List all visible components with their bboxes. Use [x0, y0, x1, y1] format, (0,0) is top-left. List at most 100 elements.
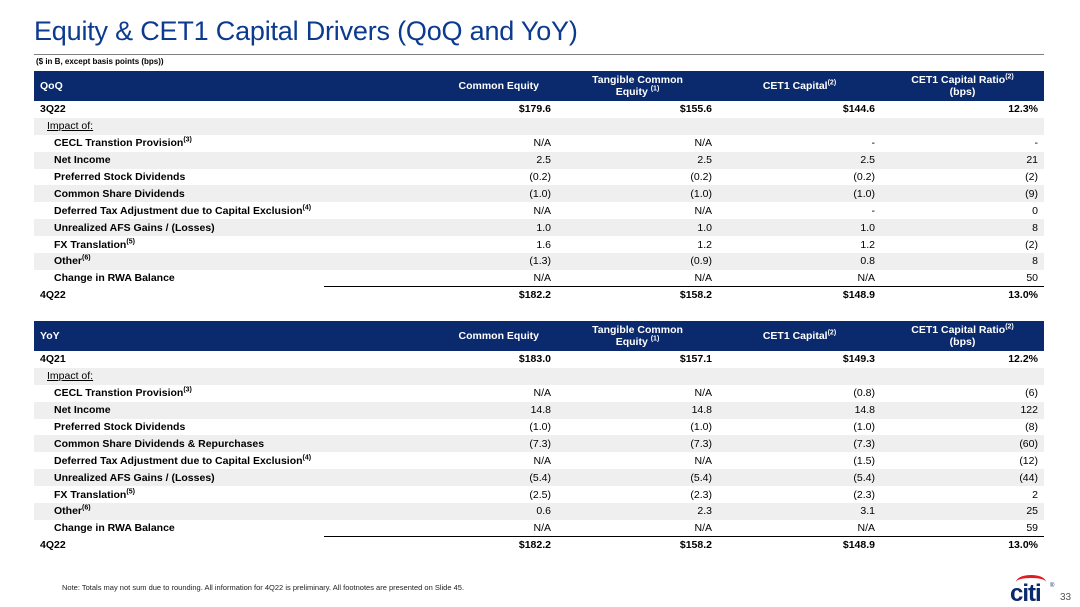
row-label: FX Translation(5)	[54, 238, 135, 251]
page-number: 33	[1060, 592, 1072, 603]
value-cell: N/A	[533, 522, 551, 535]
value-cell: (1.3)	[324, 253, 557, 270]
value-cell: N/A	[533, 204, 551, 217]
col-cet1-ratio: CET1 Capital Ratio(2) (bps)	[881, 71, 1044, 101]
value-cell: 14.8	[324, 401, 557, 419]
row-label: Preferred Stock Dividends	[54, 171, 186, 183]
table-row: Net Income 14.8 14.8 14.8 122	[34, 401, 1044, 419]
row-label: 4Q21	[40, 353, 66, 366]
value-cell: $179.6	[518, 103, 551, 116]
table-row: Preferred Stock Dividends (0.2) (0.2) (0.2)…	[34, 169, 1044, 186]
value-cell: (60)	[881, 435, 1044, 453]
value-cell	[557, 367, 718, 385]
value-cell: 25	[881, 503, 1044, 520]
qoq-table: QoQ Common Equity Tangible Common Equity …	[34, 71, 1044, 304]
value-cell: 14.8	[718, 401, 881, 419]
yoy-table: YoY Common Equity Tangible Common Equity …	[34, 321, 1044, 554]
col-tangible-common-equity: Tangible Common Equity (1)	[557, 321, 718, 351]
row-label: Impact of:	[34, 117, 324, 135]
table-row: 4Q21 $183.0 $157.1 $149.3 12.2%	[34, 351, 1044, 368]
value-cell: (0.8)	[853, 387, 875, 400]
value-cell: -	[871, 137, 876, 150]
value-cell: 12.2%	[1008, 353, 1038, 366]
value-cell: (0.2)	[690, 171, 712, 183]
value-cell: N/A	[694, 454, 712, 467]
value-cell: 0	[1032, 204, 1038, 217]
value-cell: (0.9)	[557, 253, 718, 270]
value-cell: N/A	[533, 272, 551, 285]
row-label: Net Income	[34, 401, 324, 419]
row-label: Other(6)	[34, 503, 324, 520]
table-row: Common Share Dividends (1.0) (1.0) (1.0) (9)	[34, 185, 1044, 203]
table-row: FX Translation(5) (2.5) (2.3) (2.3) 2	[34, 486, 1044, 503]
yoy-header-row: YoY Common Equity Tangible Common Equity …	[34, 321, 1044, 351]
value-cell	[557, 117, 718, 135]
value-cell: $148.9	[718, 536, 881, 554]
value-cell	[718, 117, 881, 135]
row-label: Unrealized AFS Gains / (Losses)	[34, 219, 324, 237]
value-cell: $148.9	[718, 286, 881, 304]
table-row: CECL Transtion Provision(3) N/A N/A (0.8) (6…	[34, 385, 1044, 402]
row-label: Preferred Stock Dividends	[54, 421, 186, 433]
value-cell: (1.0)	[690, 421, 712, 433]
value-cell: (1.0)	[557, 185, 718, 203]
value-cell: N/A	[694, 272, 712, 285]
value-cell: $157.1	[679, 353, 712, 366]
row-label: Change in RWA Balance	[54, 522, 175, 535]
table-row: Other(6) 0.6 2.3 3.1 25	[34, 503, 1044, 520]
col-tangible-common-equity: Tangible Common Equity (1)	[557, 71, 718, 101]
value-cell: (1.0)	[529, 421, 551, 433]
table-row: Change in RWA Balance N/A N/A N/A 59	[34, 520, 1044, 537]
row-label: Deferred Tax Adjustment due to Capital E…	[54, 454, 312, 467]
value-cell: (44)	[881, 469, 1044, 487]
value-cell	[324, 367, 557, 385]
citi-logo: citi	[1010, 580, 1042, 607]
col-cet1-ratio: CET1 Capital Ratio(2) (bps)	[881, 321, 1044, 351]
col-common-equity: Common Equity	[324, 321, 557, 351]
value-cell: $182.2	[324, 536, 557, 554]
table-row: Change in RWA Balance N/A N/A N/A 50	[34, 270, 1044, 287]
col-cet1-capital: CET1 Capital(2)	[718, 71, 881, 101]
value-cell: N/A	[533, 387, 551, 400]
row-label: Net Income	[34, 151, 324, 169]
value-cell: 1.2	[860, 238, 875, 251]
value-cell: (0.2)	[853, 171, 875, 183]
col-cet1-capital: CET1 Capital(2)	[718, 321, 881, 351]
table-row: Deferred Tax Adjustment due to Capital E…	[34, 452, 1044, 469]
value-cell: (8)	[1025, 421, 1038, 433]
value-cell: (9)	[881, 185, 1044, 203]
value-cell: -	[871, 204, 876, 217]
value-cell: N/A	[694, 387, 712, 400]
value-cell: $158.2	[557, 286, 718, 304]
row-label: FX Translation(5)	[54, 488, 135, 501]
units-subtitle: ($ in B, except basis points (bps))	[36, 57, 164, 66]
table-row: Preferred Stock Dividends (1.0) (1.0) (1.0)…	[34, 419, 1044, 436]
footnote: Note: Totals may not sum due to rounding…	[62, 583, 465, 592]
value-cell: 1.0	[718, 219, 881, 237]
value-cell: (0.2)	[529, 171, 551, 183]
value-cell: (2)	[1025, 171, 1038, 183]
value-cell: (5.4)	[557, 469, 718, 487]
value-cell: 2.5	[718, 151, 881, 169]
table-row: 3Q22 $179.6 $155.6 $144.6 12.3%	[34, 101, 1044, 118]
value-cell: 8	[881, 219, 1044, 237]
row-label: Other(6)	[34, 253, 324, 270]
value-cell: 1.0	[324, 219, 557, 237]
yoy-body: 4Q21 $183.0 $157.1 $149.3 12.2% Impact of: CEC…	[34, 351, 1044, 554]
value-cell: (2.3)	[690, 488, 712, 501]
value-cell: 8	[881, 253, 1044, 270]
value-cell: N/A	[857, 272, 875, 285]
value-cell: 3.1	[718, 503, 881, 520]
table-row: Other(6) (1.3) (0.9) 0.8 8	[34, 253, 1044, 270]
table-row: Deferred Tax Adjustment due to Capital E…	[34, 202, 1044, 219]
value-cell	[881, 117, 1044, 135]
value-cell: 14.8	[557, 401, 718, 419]
value-cell: 2.3	[557, 503, 718, 520]
value-cell: 13.0%	[881, 536, 1044, 554]
qoq-header-row: QoQ Common Equity Tangible Common Equity …	[34, 71, 1044, 101]
value-cell: 2	[1032, 488, 1038, 501]
value-cell: (5.4)	[718, 469, 881, 487]
value-cell	[718, 367, 881, 385]
value-cell: -	[1034, 137, 1039, 150]
title-divider	[34, 54, 1044, 55]
